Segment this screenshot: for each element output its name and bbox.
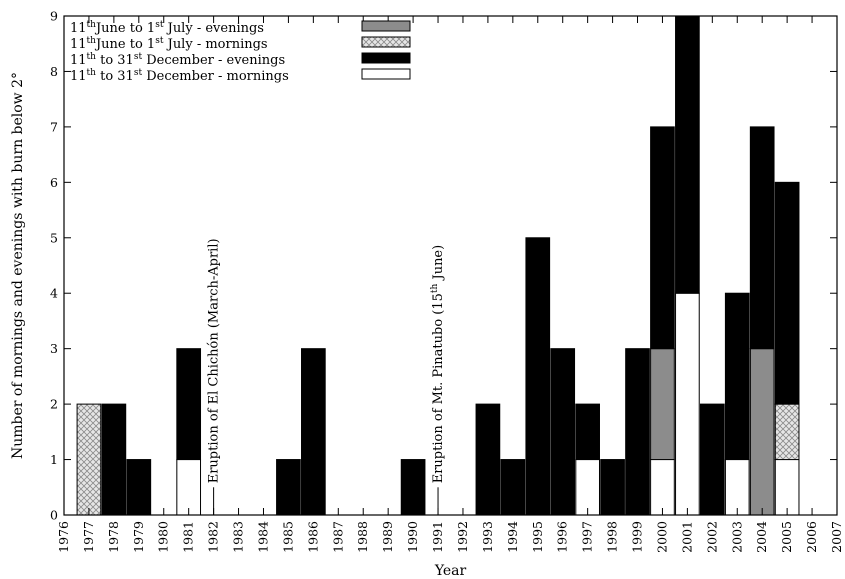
x-tick-label-2007: 2007	[829, 521, 844, 553]
annotation-label-1: Eruption of Mt. Pinatubo (15th June)	[430, 245, 446, 483]
x-tick-label-1992: 1992	[455, 521, 470, 553]
x-tick-label-1995: 1995	[530, 521, 545, 553]
x-tick-label-1989: 1989	[380, 521, 395, 553]
legend-label-dec-mornings: 11th to 31st December - mornings	[70, 68, 289, 84]
x-tick-label-1979: 1979	[131, 521, 146, 553]
bar-dec-evenings-1978	[101, 403, 127, 516]
y-axis-label: Number of mornings and evenings with bur…	[10, 72, 26, 459]
legend-swatch-dec-evenings	[361, 52, 411, 64]
bar-dec-mornings-2000	[650, 459, 675, 516]
x-tick-label-1994: 1994	[505, 521, 520, 553]
x-tick-label-1987: 1987	[330, 521, 345, 553]
legend-swatch-dec-mornings	[361, 68, 411, 80]
bar-dec-evenings-1997	[575, 403, 600, 461]
x-tick-label-1984: 1984	[255, 521, 270, 553]
legend-swatch-jun-mornings	[361, 36, 411, 48]
x-tick-label-1997: 1997	[580, 521, 595, 553]
bar-jun-evenings-2000	[650, 348, 675, 461]
y-tick-label-8: 8	[50, 64, 58, 79]
bar-dec-evenings-2004	[749, 126, 775, 350]
bar-dec-evenings-2001	[675, 15, 700, 294]
bar-dec-evenings-1981	[176, 348, 202, 461]
axes-layer: 0 1 2 3 4 5 6 7 8 9 1976 1977 1978 1979 1980 1981 1982 19…	[50, 9, 844, 553]
y-tick-label-3: 3	[50, 341, 58, 356]
bar-dec-evenings-1995	[525, 237, 551, 516]
legend-swatch-jun-evenings	[361, 20, 411, 32]
x-tick-label-1993: 1993	[480, 521, 495, 553]
legend-label-dec-evenings: 11th to 31st December - evenings	[70, 52, 285, 68]
bar-dec-mornings-1981	[176, 459, 202, 516]
legend-label-jun-mornings: 11thJune to 1st July - mornings	[70, 36, 268, 52]
x-tick-label-2003: 2003	[729, 521, 744, 553]
x-tick-label-1977: 1977	[81, 521, 96, 553]
x-tick-label-1981: 1981	[181, 521, 196, 553]
x-tick-label-1990: 1990	[405, 521, 420, 553]
bar-dec-evenings-1993	[475, 403, 501, 516]
x-axis-label: Year	[434, 563, 467, 579]
x-tick-label-1985: 1985	[280, 521, 295, 553]
x-tick-label-1998: 1998	[605, 521, 620, 553]
bar-jun-mornings-1977	[76, 403, 102, 516]
bar-jun-mornings-2005	[774, 403, 800, 461]
bar-dec-mornings-2003	[724, 459, 750, 516]
bar-dec-evenings-1996	[550, 348, 576, 516]
y-tick-label-9: 9	[50, 9, 58, 24]
bar-dec-mornings-2005	[774, 459, 800, 516]
x-tick-label-2005: 2005	[779, 521, 794, 553]
bar-dec-evenings-1999	[625, 348, 650, 516]
bar-dec-evenings-1990	[400, 459, 426, 516]
bar-dec-evenings-2003	[724, 292, 750, 461]
bar-dec-evenings-1986	[301, 348, 326, 516]
y-tick-label-0: 0	[50, 508, 58, 523]
bar-dec-evenings-1994	[500, 459, 526, 516]
annotation-label-0: Eruption of El Chichón (March-April)	[207, 238, 222, 483]
annotations-layer: Eruption of El Chichón (March-April) Erup…	[207, 238, 446, 515]
x-tick-label-1986: 1986	[305, 521, 320, 553]
bar-jun-evenings-2004	[749, 348, 775, 516]
bar-dec-evenings-2000	[650, 126, 675, 350]
x-tick-label-1996: 1996	[555, 521, 570, 553]
y-tick-label-1: 1	[50, 452, 58, 467]
x-tick-label-1982: 1982	[206, 521, 221, 553]
x-tick-label-1980: 1980	[156, 521, 171, 553]
x-tick-label-2001: 2001	[679, 521, 694, 553]
y-tick-label-5: 5	[50, 230, 58, 245]
x-tick-label-2002: 2002	[704, 521, 719, 553]
plot-frame	[63, 15, 838, 516]
y-tick-label-7: 7	[50, 119, 58, 134]
y-tick-label-2: 2	[50, 397, 58, 412]
bar-dec-evenings-1998	[600, 459, 625, 516]
y-tick-label-4: 4	[50, 286, 58, 301]
legend: 11thJune to 1st July - evenings11thJune …	[70, 20, 411, 84]
x-tick-label-1988: 1988	[355, 521, 370, 553]
x-tick-label-1983: 1983	[231, 521, 246, 553]
legend-label-jun-evenings: 11thJune to 1st July - evenings	[70, 20, 264, 36]
x-tick-label-1999: 1999	[630, 521, 645, 553]
bar-dec-evenings-2002	[699, 403, 725, 516]
x-tick-label-2004: 2004	[754, 521, 769, 553]
x-tick-label-1976: 1976	[56, 521, 71, 553]
x-tick-label-1991: 1991	[430, 521, 445, 553]
x-tick-label-1978: 1978	[106, 521, 121, 553]
x-tick-label-2000: 2000	[654, 521, 669, 553]
bar-dec-evenings-2005	[774, 181, 800, 405]
y-tick-label-6: 6	[50, 175, 58, 190]
bar-dec-mornings-1997	[575, 459, 600, 516]
bar-dec-evenings-1985	[276, 459, 301, 516]
bar-dec-evenings-1979	[126, 459, 152, 516]
x-tick-label-2006: 2006	[804, 521, 819, 553]
bar-dec-mornings-2001	[675, 292, 700, 516]
